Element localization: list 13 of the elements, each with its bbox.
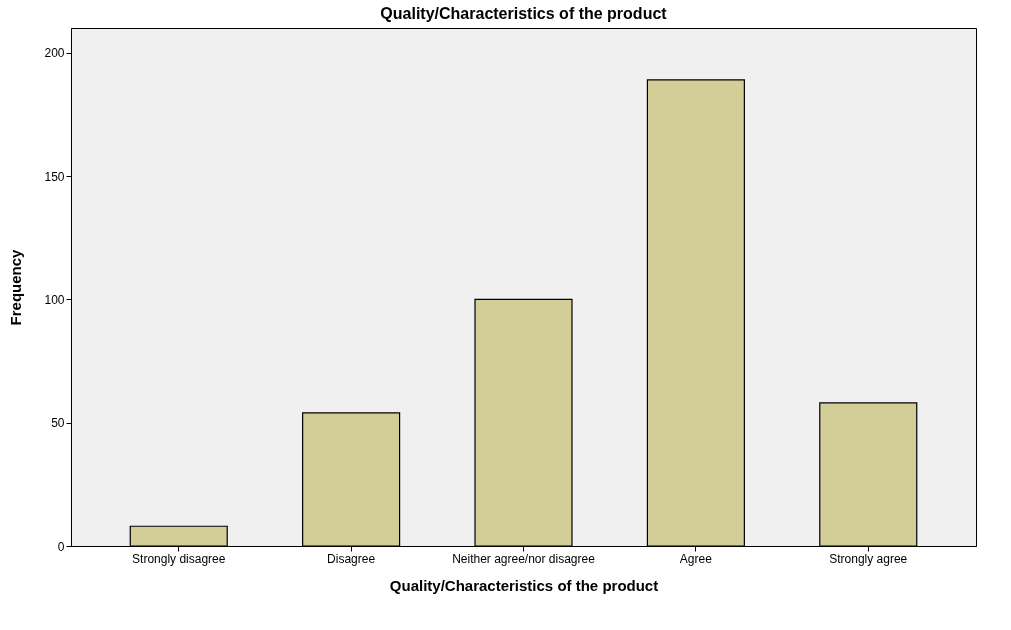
y-tick-label: 200 bbox=[44, 46, 65, 61]
x-tick-label: Strongly disagree bbox=[132, 551, 226, 566]
y-tick-label: 150 bbox=[44, 169, 65, 184]
y-tick-label: 100 bbox=[44, 292, 65, 307]
y-tick-label: 0 bbox=[57, 539, 65, 554]
x-tick-label: Agree bbox=[679, 551, 713, 566]
y-axis-title: Frequency bbox=[7, 248, 25, 326]
x-axis-title: Quality/Characteristics of the product bbox=[389, 576, 659, 594]
y-tick-label: 50 bbox=[51, 416, 65, 431]
x-tick-label: Neither agree/nor disagree bbox=[452, 551, 596, 566]
chart-title: Quality/Characteristics of the product bbox=[380, 5, 668, 22]
x-tick-label: Disagree bbox=[327, 551, 376, 566]
x-tick-label: Strongly agree bbox=[829, 551, 908, 566]
